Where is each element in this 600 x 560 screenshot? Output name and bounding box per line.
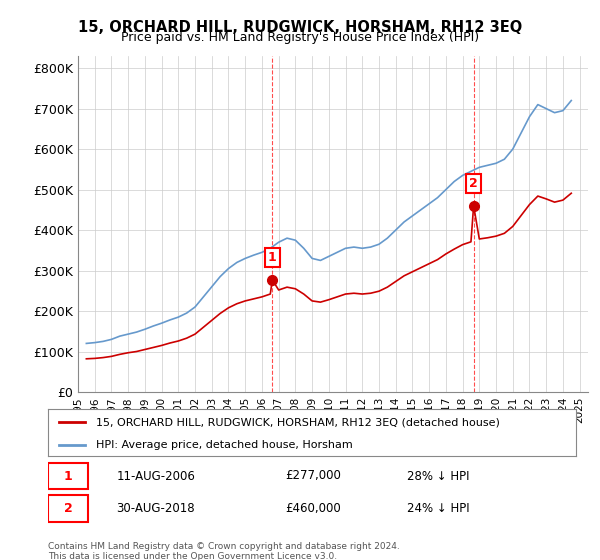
FancyBboxPatch shape [48, 463, 88, 489]
Text: £277,000: £277,000 [286, 469, 341, 483]
Text: Price paid vs. HM Land Registry's House Price Index (HPI): Price paid vs. HM Land Registry's House … [121, 31, 479, 44]
Text: HPI: Average price, detached house, Horsham: HPI: Average price, detached house, Hors… [95, 440, 352, 450]
Text: 30-AUG-2018: 30-AUG-2018 [116, 502, 195, 515]
Text: 15, ORCHARD HILL, RUDGWICK, HORSHAM, RH12 3EQ: 15, ORCHARD HILL, RUDGWICK, HORSHAM, RH1… [78, 20, 522, 35]
Text: 2: 2 [64, 502, 73, 515]
Text: Contains HM Land Registry data © Crown copyright and database right 2024.
This d: Contains HM Land Registry data © Crown c… [48, 542, 400, 560]
Text: 28% ↓ HPI: 28% ↓ HPI [407, 469, 470, 483]
Text: 15, ORCHARD HILL, RUDGWICK, HORSHAM, RH12 3EQ (detached house): 15, ORCHARD HILL, RUDGWICK, HORSHAM, RH1… [95, 417, 499, 427]
Text: 2: 2 [469, 177, 478, 190]
FancyBboxPatch shape [48, 495, 88, 521]
Text: 1: 1 [64, 469, 73, 483]
Text: 1: 1 [268, 251, 277, 264]
Text: £460,000: £460,000 [286, 502, 341, 515]
Text: 11-AUG-2006: 11-AUG-2006 [116, 469, 196, 483]
Text: 24% ↓ HPI: 24% ↓ HPI [407, 502, 470, 515]
